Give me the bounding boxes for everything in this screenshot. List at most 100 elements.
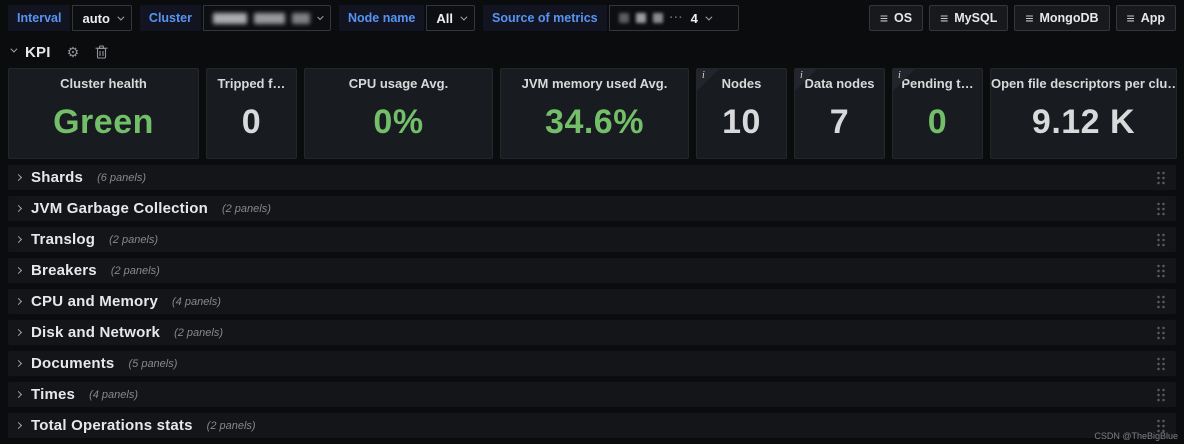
- info-corner[interactable]: [893, 69, 915, 91]
- row-times[interactable]: Times (4 panels): [8, 382, 1176, 407]
- drag-handle-icon[interactable]: [1156, 263, 1166, 278]
- row-disk-and-network[interactable]: Disk and Network (2 panels): [8, 320, 1176, 345]
- drag-handle-icon[interactable]: [1156, 418, 1166, 433]
- row-translog[interactable]: Translog (2 panels): [8, 227, 1176, 252]
- row-header-kpi[interactable]: KPI ⚙: [10, 40, 1184, 64]
- row-panel-count: (2 panels): [110, 264, 160, 277]
- cluster-select[interactable]: [203, 5, 331, 31]
- stat-value: 7: [829, 103, 850, 141]
- dashboard-list-icon: ≡: [1126, 10, 1135, 26]
- row-total-operations-stats[interactable]: Total Operations stats (2 panels): [8, 413, 1176, 438]
- panel-title: Nodes: [721, 76, 762, 91]
- interval-label: Interval: [8, 5, 71, 31]
- variable-cluster: Cluster: [139, 5, 331, 31]
- gear-icon[interactable]: ⚙: [66, 43, 80, 60]
- chevron-down-icon: [10, 45, 18, 53]
- panel-cpu-usage[interactable]: CPU usage Avg. 0%: [304, 68, 493, 159]
- stat-value: 10: [722, 103, 761, 141]
- panel-title: Cluster health: [60, 76, 147, 91]
- watermark: CSDN @TheBigBlue: [1094, 431, 1178, 441]
- drag-handle-icon[interactable]: [1156, 201, 1166, 216]
- dashboard-link-app[interactable]: ≡ App: [1115, 5, 1176, 31]
- ellipsis-text: ···: [669, 12, 684, 24]
- panel-nodes[interactable]: i Nodes 10: [696, 68, 787, 159]
- node-name-value: All: [436, 10, 454, 26]
- interval-select[interactable]: auto: [72, 5, 132, 31]
- dashboard-link-label: OS: [894, 11, 913, 25]
- panel-pending-tasks[interactable]: i Pending t… 0: [892, 68, 983, 159]
- row-documents[interactable]: Documents (5 panels): [8, 351, 1176, 376]
- row-title: Disk and Network: [31, 324, 161, 341]
- drag-handle-icon[interactable]: [1156, 170, 1166, 185]
- info-corner[interactable]: [697, 69, 719, 91]
- kpi-panel-row: Cluster health Green Tripped f… 0 CPU us…: [0, 68, 1184, 159]
- chevron-down-icon: [317, 13, 324, 20]
- panel-title: Open file descriptors per clu…: [991, 76, 1176, 91]
- chevron-down-icon: [117, 13, 125, 21]
- chevron-right-icon: [14, 235, 23, 244]
- panel-title: JVM memory used Avg.: [521, 76, 668, 91]
- trash-icon[interactable]: [95, 45, 108, 59]
- info-corner[interactable]: [795, 69, 817, 91]
- drag-handle-icon[interactable]: [1156, 356, 1166, 371]
- row-title: Documents: [31, 355, 115, 372]
- row-breakers[interactable]: Breakers (2 panels): [8, 258, 1176, 283]
- stat-value: 0: [241, 103, 262, 141]
- redacted-metrics-value: [635, 13, 646, 23]
- info-icon: i: [898, 70, 901, 81]
- interval-value: auto: [82, 10, 110, 26]
- chevron-right-icon: [14, 328, 23, 337]
- node-name-label: Node name: [339, 5, 425, 31]
- panel-data-nodes[interactable]: i Data nodes 7: [794, 68, 885, 159]
- panel-cluster-health[interactable]: Cluster health Green: [8, 68, 199, 159]
- row-panel-count: (6 panels): [97, 171, 146, 184]
- dashboard-toolbar: Interval auto Cluster Node name All Sour…: [0, 0, 1184, 32]
- dashboard-list-icon: ≡: [940, 10, 949, 26]
- stat-value: Green: [53, 103, 154, 141]
- panel-title: Data nodes: [804, 76, 875, 91]
- drag-handle-icon[interactable]: [1156, 232, 1166, 247]
- row-title: Shards: [31, 169, 84, 186]
- variable-interval: Interval auto: [8, 5, 132, 31]
- source-of-metrics-label: Source of metrics: [483, 5, 607, 31]
- row-title: Total Operations stats: [31, 417, 193, 434]
- redacted-cluster-value: [291, 12, 310, 24]
- panel-open-file-descriptors[interactable]: Open file descriptors per clu… 9.12 K: [990, 68, 1177, 159]
- dashboard-link-mysql[interactable]: ≡ MySQL: [929, 5, 1009, 31]
- chevron-down-icon: [705, 13, 713, 21]
- collapsed-rows: Shards (6 panels) JVM Garbage Collection…: [0, 159, 1184, 438]
- panel-jvm-memory[interactable]: JVM memory used Avg. 34.6%: [500, 68, 689, 159]
- dashboard-link-mongodb[interactable]: ≡ MongoDB: [1014, 5, 1110, 31]
- node-name-select[interactable]: All: [426, 5, 476, 31]
- chevron-right-icon: [14, 421, 23, 430]
- info-icon: i: [702, 70, 705, 81]
- variable-source-of-metrics: Source of metrics ··· 4: [483, 5, 739, 31]
- panel-title: Tripped f…: [217, 76, 286, 91]
- dashboard-list-icon: ≡: [879, 10, 889, 26]
- chevron-right-icon: [14, 173, 23, 182]
- dashboard-link-label: MongoDB: [1039, 11, 1099, 25]
- row-title: KPI: [25, 43, 51, 61]
- source-of-metrics-select[interactable]: ··· 4: [608, 5, 739, 31]
- chevron-right-icon: [14, 297, 23, 306]
- row-shards[interactable]: Shards (6 panels): [8, 165, 1176, 190]
- row-title: Breakers: [31, 262, 97, 279]
- drag-handle-icon[interactable]: [1156, 325, 1166, 340]
- variable-node-name: Node name All: [339, 5, 476, 31]
- drag-handle-icon[interactable]: [1156, 294, 1166, 309]
- source-of-metrics-count: 4: [690, 10, 698, 26]
- drag-handle-icon[interactable]: [1156, 387, 1166, 402]
- row-title: JVM Garbage Collection: [31, 200, 208, 217]
- panel-tripped[interactable]: Tripped f… 0: [206, 68, 297, 159]
- stat-value: 34.6%: [545, 103, 644, 141]
- chevron-right-icon: [14, 266, 23, 275]
- row-cpu-and-memory[interactable]: CPU and Memory (4 panels): [8, 289, 1176, 314]
- dashboard-links: ≡ OS ≡ MySQL ≡ MongoDB ≡ App: [868, 5, 1176, 31]
- row-jvm-garbage-collection[interactable]: JVM Garbage Collection (2 panels): [8, 196, 1176, 221]
- info-icon: i: [800, 70, 803, 81]
- row-title: Translog: [31, 231, 96, 248]
- stat-value: 0: [927, 103, 948, 141]
- redacted-metrics-value: [652, 13, 663, 23]
- dashboard-link-os[interactable]: ≡ OS: [868, 5, 924, 31]
- chevron-right-icon: [14, 359, 23, 368]
